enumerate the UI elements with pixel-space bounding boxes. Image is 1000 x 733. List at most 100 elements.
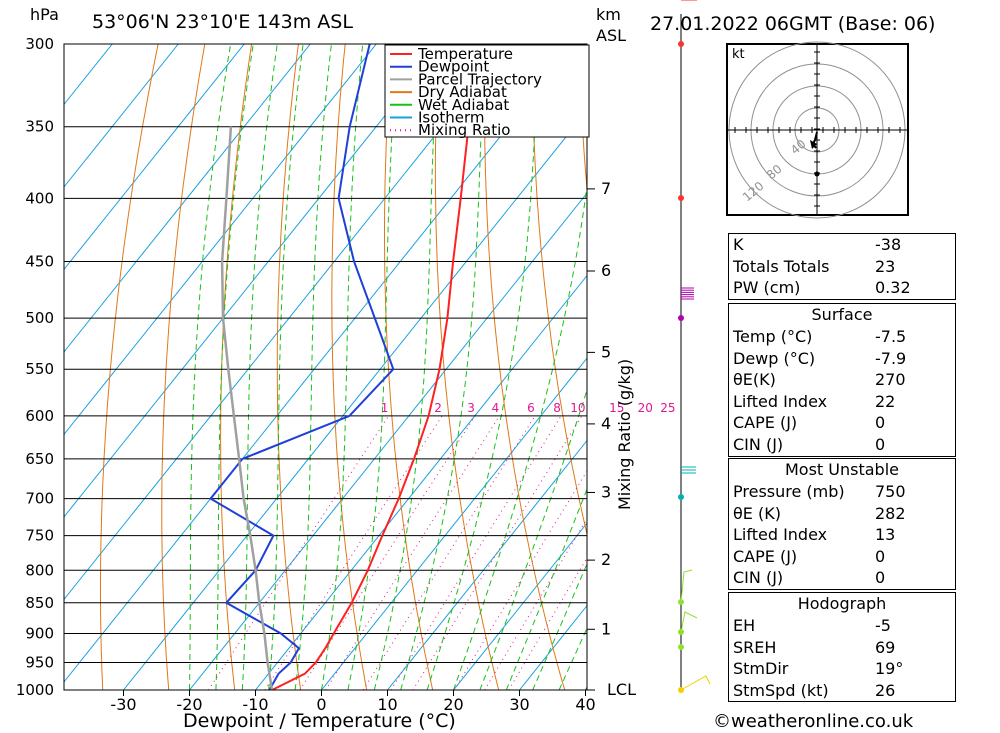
info-row-value: 282 [875, 503, 906, 523]
km-tick-label: 7 [601, 179, 611, 198]
info-row-value: 19° [875, 659, 904, 679]
profiles [209, 44, 487, 690]
copyright-footer[interactable]: ©weatheronline.co.uk [713, 711, 914, 732]
info-row-label: θE(K) [733, 370, 776, 390]
dry-adiabat-line [331, 44, 368, 690]
isobars [64, 43, 587, 691]
info-row: CAPE (J) 0 [729, 546, 955, 568]
info-row: Temp (°C) -7.5 [729, 326, 955, 348]
mixing-ratio-label: 1 [381, 401, 389, 415]
x-tick-label: -30 [110, 695, 136, 714]
pressure-tick-label: 950 [25, 653, 54, 671]
info-row-label: SREH [733, 637, 777, 657]
wind-level-dot [678, 644, 684, 650]
km-unit-label: km [596, 5, 621, 24]
wet-adiabat-line [400, 44, 486, 690]
pressure-tick-label: 350 [25, 118, 54, 136]
info-row: PW (cm) 0.32 [729, 277, 955, 299]
mixing-ratio-line [390, 415, 562, 690]
x-tick-label: 20 [443, 695, 463, 714]
hodograph-unit-label: kt [732, 47, 745, 62]
info-row-value: 270 [875, 370, 906, 390]
mixing-ratio-label: 8 [553, 401, 561, 415]
isotherm-line [321, 357, 587, 690]
info-row-label: Temp (°C) [733, 327, 813, 346]
isotherm-line [64, 44, 377, 436]
legend-box [384, 44, 590, 138]
wet-adiabat-line [294, 44, 332, 690]
mixing-ratio-label: 3 [467, 401, 475, 415]
info-row-value: 26 [875, 680, 896, 700]
info-row-value: 0 [875, 413, 886, 433]
isotherm-line [64, 44, 575, 683]
info-row-label: EH [733, 616, 756, 635]
wet-adiabat-line [189, 44, 232, 690]
legend-label: Dewpoint [418, 58, 489, 76]
pressure-tick-label: 450 [25, 253, 54, 271]
wind-level-dot [678, 195, 684, 201]
wet-adiabat-line [532, 562, 587, 690]
pressure-tick-label: 300 [25, 35, 54, 53]
legend-label: Mixing Ratio [418, 121, 510, 139]
info-row-value: 69 [875, 637, 896, 657]
pressure-tick-label: 550 [25, 360, 54, 378]
x-tick-label: 40 [575, 695, 595, 714]
wind-level-dot [678, 494, 684, 500]
info-row-label: CIN (J) [733, 434, 784, 454]
legend-label: Isotherm [418, 109, 485, 127]
wind-barb-icon [680, 569, 693, 603]
mixing-ratio-line [299, 415, 476, 690]
x-tick-label: 10 [377, 695, 397, 714]
info-row: StmSpd (kt) 26 [729, 680, 955, 702]
mixing-ratio-labels: 1 2 3 4 6 8 10 15 20 25 [381, 401, 676, 415]
dry-adiabat-line [578, 44, 587, 194]
most-unstable-title: Most Unstable [785, 460, 899, 479]
info-row-label: Lifted Index [733, 391, 828, 411]
isotherm-line [64, 44, 245, 271]
asl-unit-label: ASL [596, 26, 626, 45]
surface-title: Surface [811, 305, 873, 324]
isotherm-line [123, 109, 587, 690]
info-row: StmDir 19° [729, 658, 955, 680]
isotherm-line [64, 44, 443, 518]
info-row-label: θE (K) [733, 503, 781, 523]
wet-adiabat-line [268, 44, 304, 690]
hodograph-panel: Hodograph EH -5 SREH 69 StmDir 19° StmSpd (kt)… [728, 592, 956, 703]
mixing-ratio-label: 20 [638, 401, 653, 415]
info-row: EH -5 [729, 615, 955, 637]
info-row-label: Dewp (°C) [733, 348, 816, 368]
mixing-ratio-line [508, 556, 587, 690]
km-tick-label: 4 [601, 414, 611, 433]
hodograph-point [814, 171, 820, 177]
dry-adiabat-line [953, 44, 1000, 690]
info-row-value: -7.9 [875, 348, 907, 368]
isotherm-line [453, 522, 587, 690]
mixing-ratio-label: 15 [609, 401, 624, 415]
info-row-label: Pressure (mb) [733, 482, 845, 501]
mixing-ratio-label: 10 [570, 401, 585, 415]
wind-barb-icon [680, 611, 698, 633]
pressure-tick-label: 1000 [16, 681, 54, 699]
isotherm-line [189, 192, 587, 690]
wind-barb-icon [680, 675, 711, 691]
info-row-label: Lifted Index [733, 525, 828, 545]
km-tick-label: LCL [607, 680, 636, 699]
info-row-label: K [733, 235, 744, 254]
info-row: Totals Totals 23 [729, 256, 955, 278]
legend-label: Parcel Trajectory [418, 70, 542, 88]
wind-level-dot [678, 41, 684, 47]
info-row: Lifted Index 22 [729, 391, 955, 413]
pressure-tick-label: 800 [25, 561, 54, 579]
axes: 3003504004505005506006507007508008509009… [16, 35, 636, 714]
info-row-label: PW (cm) [733, 278, 801, 298]
pressure-tick-label: 900 [25, 624, 54, 642]
info-row-label: StmDir [733, 659, 789, 679]
plot-frame [63, 43, 588, 691]
dry-adiabat-line [100, 44, 159, 690]
mixing-ratio-label: 4 [492, 401, 500, 415]
x-tick-label: -20 [176, 695, 202, 714]
info-row-value: -38 [875, 235, 902, 254]
info-row-value: -7.5 [875, 327, 907, 346]
datetime-title: 27.01.2022 06GMT (Base: 06) [650, 13, 935, 35]
legend-label: Temperature [417, 45, 513, 63]
